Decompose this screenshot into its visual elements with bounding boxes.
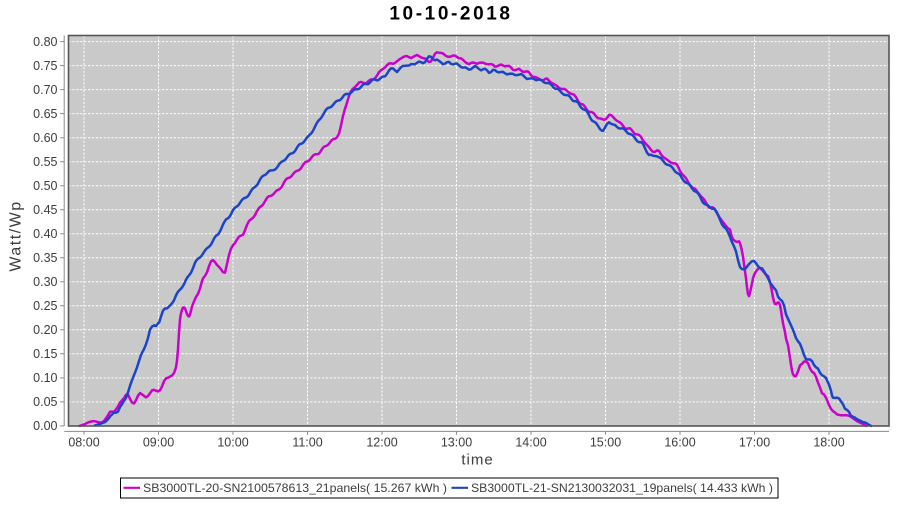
- svg-text:0.45: 0.45: [33, 203, 57, 217]
- svg-text:18:00: 18:00: [813, 435, 844, 449]
- svg-text:0.30: 0.30: [33, 275, 57, 289]
- svg-text:15:00: 15:00: [590, 435, 621, 449]
- svg-text:10:00: 10:00: [217, 435, 248, 449]
- svg-text:13:00: 13:00: [441, 435, 472, 449]
- svg-text:0.05: 0.05: [33, 395, 57, 409]
- svg-text:08:00: 08:00: [68, 435, 99, 449]
- svg-text:09:00: 09:00: [143, 435, 174, 449]
- svg-text:0.75: 0.75: [33, 59, 57, 73]
- svg-text:11:00: 11:00: [292, 435, 322, 449]
- svg-text:SB3000TL-21-SN2130032031_19pan: SB3000TL-21-SN2130032031_19panels( 14.43…: [471, 481, 773, 495]
- svg-text:0.55: 0.55: [33, 155, 57, 169]
- svg-text:14:00: 14:00: [515, 435, 546, 449]
- svg-text:12:00: 12:00: [366, 435, 397, 449]
- svg-text:time: time: [461, 452, 493, 469]
- svg-text:10-10-2018: 10-10-2018: [389, 4, 512, 25]
- svg-text:17:00: 17:00: [739, 435, 770, 449]
- svg-text:0.35: 0.35: [33, 251, 57, 265]
- svg-text:0.00: 0.00: [33, 419, 57, 433]
- svg-text:0.50: 0.50: [33, 179, 57, 193]
- svg-text:16:00: 16:00: [664, 435, 695, 449]
- svg-text:0.65: 0.65: [33, 107, 57, 121]
- svg-text:0.15: 0.15: [33, 347, 57, 361]
- svg-text:0.70: 0.70: [33, 83, 57, 97]
- svg-text:Watt/Wp: Watt/Wp: [8, 200, 25, 271]
- svg-text:0.20: 0.20: [33, 323, 57, 337]
- svg-text:0.40: 0.40: [33, 227, 57, 241]
- svg-text:0.10: 0.10: [33, 371, 57, 385]
- svg-text:0.60: 0.60: [33, 131, 57, 145]
- svg-text:0.80: 0.80: [33, 35, 57, 49]
- svg-text:0.25: 0.25: [33, 299, 57, 313]
- svg-text:SB3000TL-20-SN2100578613_21pan: SB3000TL-20-SN2100578613_21panels( 15.26…: [143, 481, 447, 495]
